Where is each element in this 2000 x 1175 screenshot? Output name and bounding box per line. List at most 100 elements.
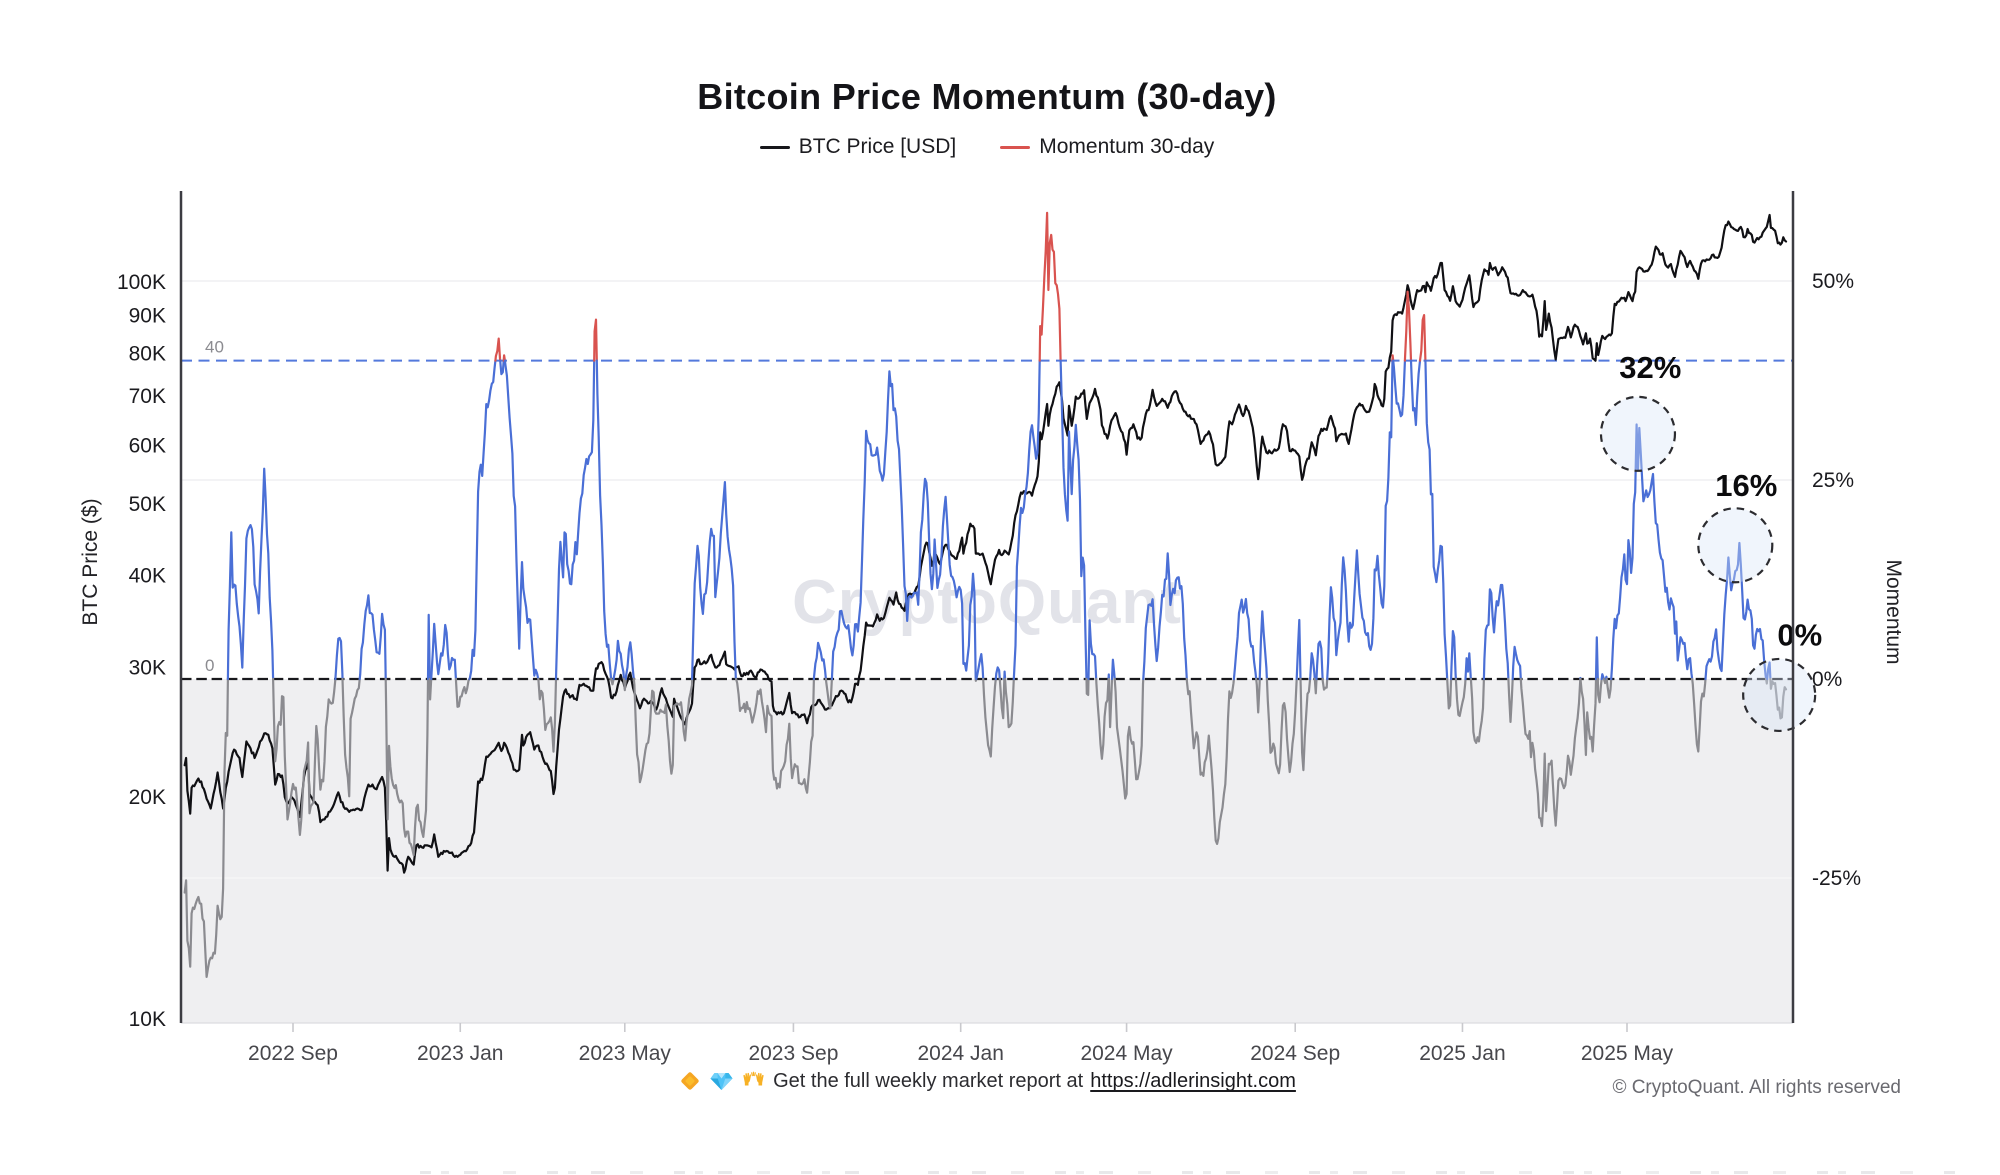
legend-item-btc-price: BTC Price [USD] [759, 135, 956, 159]
raising-hands-glyph [743, 1071, 764, 1086]
momentum-line-positive [430, 622, 457, 681]
x-tick-label: 2024 Jan [917, 1042, 1003, 1065]
price-tick-label: 80K [129, 342, 166, 365]
momentum-line-positive [1315, 640, 1324, 681]
momentum-line-positive [994, 666, 1001, 681]
momentum-line-positive [975, 653, 985, 681]
momentum-line-positive [554, 359, 596, 681]
x-tick-label: 2023 May [579, 1042, 672, 1065]
momentum-line-positive [1511, 645, 1522, 681]
momentum-line-positive [830, 370, 977, 681]
x-tick-label: 2024 Sep [1250, 1042, 1340, 1065]
annotation-label-2: 16% [1715, 468, 1777, 503]
copyright-attribution: © CryptoQuant. All rights reserved [1612, 1077, 1901, 1098]
momentum-line-positive [1059, 359, 1088, 681]
momentum-line-negative [1255, 677, 1261, 714]
legend-item-momentum: Momentum 30-day [1000, 135, 1214, 159]
gem-stone-icon [709, 1069, 734, 1093]
momentum-line-negative [1454, 677, 1467, 717]
report-footer: Get the full weekly market report at htt… [13, 1069, 1961, 1093]
momentum-line-positive [1326, 359, 1394, 681]
momentum-line-positive [624, 641, 635, 681]
price-tick-label: 70K [129, 385, 166, 408]
momentum-line-positive [1424, 359, 1449, 681]
momentum-line-positive [1295, 618, 1302, 681]
momentum-line-negative [1265, 677, 1298, 775]
x-tick-label: 2023 Jan [417, 1042, 503, 1065]
momentum-line-above-40 [502, 354, 506, 362]
momentum-line-negative [1004, 677, 1015, 729]
momentum-axis-title: Momentum [1882, 559, 1905, 664]
momentum-line-positive [1012, 359, 1041, 681]
x-tick-label: 2025 Jan [1419, 1042, 1505, 1065]
momentum-tick-label: 50% [1812, 270, 1854, 293]
momentum-line-negative [341, 677, 361, 798]
momentum-line-positive [1482, 583, 1510, 681]
momentum-line-positive [499, 359, 505, 376]
footer-text: Get the full weekly market report at [773, 1069, 1084, 1092]
momentum-line-negative [1185, 677, 1235, 845]
momentum-legend-label: Momentum 30-day [1039, 135, 1215, 158]
momentum-line-negative [1107, 677, 1114, 729]
price-tick-label: 60K [129, 435, 166, 458]
x-tick-label: 2024 May [1080, 1042, 1173, 1065]
momentum-line-negative [1519, 677, 1582, 828]
momentum-line-positive [612, 639, 626, 681]
momentum-line-negative [1113, 677, 1145, 800]
momentum-line-positive [1704, 541, 1768, 681]
price-tick-label: 10K [129, 1008, 166, 1031]
momentum-line-negative [622, 677, 627, 692]
momentum-line-negative [1469, 677, 1485, 744]
orange-diamond-glyph [681, 1072, 699, 1090]
momentum-line-negative [537, 677, 558, 753]
momentum-line-positive [1142, 552, 1188, 681]
price-axis-title: BTC Price ($) [79, 498, 102, 625]
orange-diamond-icon [678, 1069, 702, 1093]
momentum-line-negative [982, 677, 997, 758]
momentum-line-negative [1765, 677, 1769, 685]
momentum-line-positive [1232, 597, 1258, 681]
momentum-line-negative [610, 677, 615, 686]
btc-price-line [183, 213, 1788, 874]
reference-line-label-0: 0 [205, 656, 214, 675]
annotation-circle-1 [1599, 395, 1677, 472]
momentum-line-positive [426, 613, 431, 681]
momentum-line-negative [1085, 677, 1090, 696]
momentum-line-positive [1594, 636, 1599, 681]
momentum-line-positive [358, 594, 387, 681]
momentum-tick-label: 0% [1812, 668, 1842, 691]
momentum-line-negative [1605, 677, 1613, 699]
cropped-text-fragments [420, 1171, 1965, 1174]
momentum-tick-label: 25% [1812, 469, 1854, 492]
momentum-line-negative [1507, 677, 1514, 723]
chart-legend: BTC Price [USD] Momentum 30-day [13, 135, 1961, 159]
price-tick-label: 30K [129, 656, 166, 679]
momentum-line-negative [1446, 677, 1453, 710]
footer-link[interactable]: https://adlerinsight.com [1090, 1069, 1296, 1092]
annotation-circle-3 [1742, 657, 1817, 733]
gem-stone-glyph [710, 1073, 733, 1090]
momentum-tick-label: -25% [1812, 867, 1861, 890]
watermark: CryptoQuant [792, 568, 1182, 637]
momentum-line-positive [468, 359, 497, 681]
momentum-line-above-40 [1418, 314, 1427, 362]
x-tick-label: 2025 May [1581, 1042, 1674, 1065]
momentum-line-negative [1602, 677, 1607, 685]
momentum-line-negative [384, 677, 430, 857]
momentum-line-negative [1299, 677, 1312, 772]
momentum-line-negative [428, 677, 433, 701]
momentum-line-positive [1309, 652, 1316, 681]
price-tick-label: 50K [129, 493, 166, 516]
annotation-circle-2 [1697, 507, 1774, 584]
momentum-line-positive [226, 467, 275, 681]
momentum-line-negative [1769, 677, 1788, 720]
x-tick-label: 2022 Sep [248, 1042, 338, 1065]
momentum-line-negative [183, 677, 229, 978]
momentum-line-negative [998, 677, 1006, 720]
momentum-line-positive [1610, 423, 1694, 681]
momentum-line-negative [1313, 677, 1318, 695]
momentum-line-positive [1003, 670, 1007, 681]
momentum-line-negative [735, 677, 815, 794]
momentum-line-above-40 [494, 337, 502, 362]
momentum-line-negative [824, 677, 833, 710]
